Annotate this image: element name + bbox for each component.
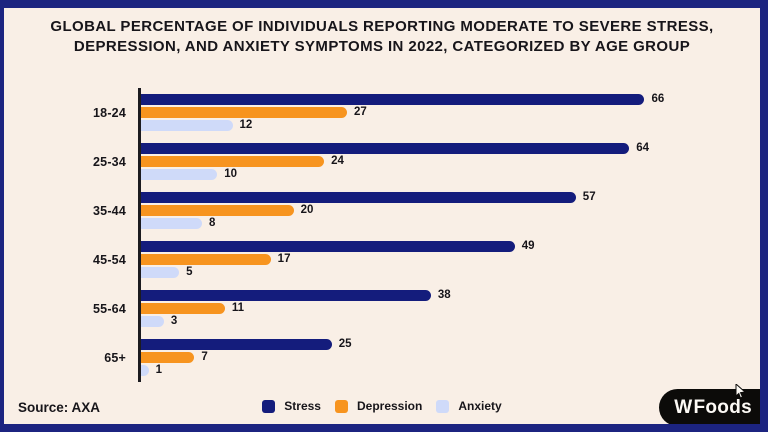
legend-item-anxiety: Anxiety <box>436 399 502 413</box>
bar-line: 10 <box>141 168 736 180</box>
age-group-label: 18-24 <box>93 105 126 120</box>
legend-swatch <box>334 399 348 413</box>
chart-row: 25-34 64 24 10 <box>30 137 736 186</box>
cursor-icon <box>735 384 746 399</box>
bar-chart: 18-24 66 27 12 25-34 64 24 10 35-44 57 20 8 45-54 49 1… <box>30 88 736 384</box>
chart-row: 18-24 66 27 12 <box>30 88 736 137</box>
chart-rows: 18-24 66 27 12 25-34 64 24 10 35-44 57 20 8 45-54 49 1… <box>30 88 736 384</box>
row-bars: 49 17 5 <box>138 235 736 284</box>
title-line-1: GLOBAL PERCENTAGE OF INDIVIDUALS REPORTI… <box>50 18 714 35</box>
bar-line: 1 <box>141 364 736 376</box>
bar-stress <box>141 94 645 105</box>
bar-depression <box>141 254 271 265</box>
bar-depression <box>141 205 294 216</box>
value-label: 24 <box>331 155 344 167</box>
value-label: 12 <box>239 119 253 131</box>
bar-line: 57 <box>141 191 736 203</box>
bar-anxiety <box>141 120 233 131</box>
bar-line: 3 <box>141 315 736 327</box>
value-label: 3 <box>170 315 178 327</box>
title-line-2: DEPRESSION, AND ANXIETY SYMPTOMS IN 2022… <box>73 38 691 55</box>
age-group-label: 65+ <box>104 350 126 365</box>
value-label: 10 <box>224 168 238 180</box>
chart-row: 35-44 57 20 8 <box>30 186 736 235</box>
brand-logo-w: W <box>674 396 693 418</box>
bar-anxiety <box>141 365 149 376</box>
bar-anxiety <box>141 267 180 278</box>
row-bars: 25 7 1 <box>138 333 736 382</box>
legend: Stress Depression Anxiety <box>4 399 760 413</box>
bar-depression <box>141 107 347 118</box>
value-label: 11 <box>231 302 245 314</box>
legend-label: Anxiety <box>458 399 502 413</box>
value-label: 25 <box>338 338 352 350</box>
age-group-label: 55-64 <box>93 301 126 316</box>
bar-depression <box>141 303 225 314</box>
bar-stress <box>141 143 630 154</box>
value-label: 8 <box>209 217 216 229</box>
legend-item-depression: Depression <box>334 399 423 413</box>
row-bars: 64 24 10 <box>138 137 736 186</box>
bar-stress <box>141 290 431 301</box>
value-label: 5 <box>186 266 193 278</box>
bar-line: 17 <box>141 253 736 265</box>
legend-swatch <box>436 399 450 413</box>
value-label: 27 <box>353 106 367 118</box>
value-label: 64 <box>636 142 649 154</box>
value-label: 7 <box>201 351 208 363</box>
bar-anxiety <box>141 169 218 180</box>
value-label: 17 <box>277 253 291 265</box>
bar-depression <box>141 352 195 363</box>
bar-line: 24 <box>141 155 736 167</box>
bar-line: 5 <box>141 266 736 278</box>
bar-line: 64 <box>141 142 736 154</box>
age-group-label: 25-34 <box>93 154 126 169</box>
bar-stress <box>141 192 576 203</box>
chart-row: 45-54 49 17 5 <box>30 235 736 284</box>
bar-line: 20 <box>141 204 736 216</box>
bar-stress <box>141 339 332 350</box>
row-bars: 57 20 8 <box>138 186 736 235</box>
bar-line: 27 <box>141 106 736 118</box>
bar-line: 8 <box>141 217 736 229</box>
chart-row: 55-64 38 11 3 <box>30 284 736 333</box>
row-bars: 66 27 12 <box>138 88 736 137</box>
bar-depression <box>141 156 325 167</box>
bar-line: 7 <box>141 351 736 363</box>
bar-line: 12 <box>141 119 736 131</box>
source-label: Source: AXA <box>18 400 101 415</box>
bar-line: 49 <box>141 240 736 252</box>
brand-logo-text: Foods <box>693 396 752 418</box>
value-label: 57 <box>582 191 596 203</box>
legend-item-stress: Stress <box>262 399 321 413</box>
bar-line: 25 <box>141 338 736 350</box>
value-label: 49 <box>521 240 535 252</box>
age-group-label: 45-54 <box>93 252 126 267</box>
legend-swatch <box>262 399 276 413</box>
value-label: 20 <box>300 204 314 216</box>
legend-label: Stress <box>284 399 321 413</box>
bar-anxiety <box>141 218 203 229</box>
chart-row: 65+ 25 7 1 <box>30 333 736 382</box>
bar-stress <box>141 241 515 252</box>
bar-anxiety <box>141 316 164 327</box>
bar-line: 11 <box>141 302 736 314</box>
value-label: 1 <box>155 364 163 376</box>
legend-label: Depression <box>356 399 423 413</box>
brand-logo: W Foods <box>659 384 760 424</box>
page-title: GLOBAL PERCENTAGE OF INDIVIDUALS REPORTI… <box>4 17 760 57</box>
value-label: 66 <box>651 93 665 105</box>
bar-line: 66 <box>141 93 736 105</box>
row-bars: 38 11 3 <box>138 284 736 333</box>
age-group-label: 35-44 <box>93 203 126 218</box>
bar-line: 38 <box>141 289 736 301</box>
value-label: 38 <box>437 289 451 301</box>
